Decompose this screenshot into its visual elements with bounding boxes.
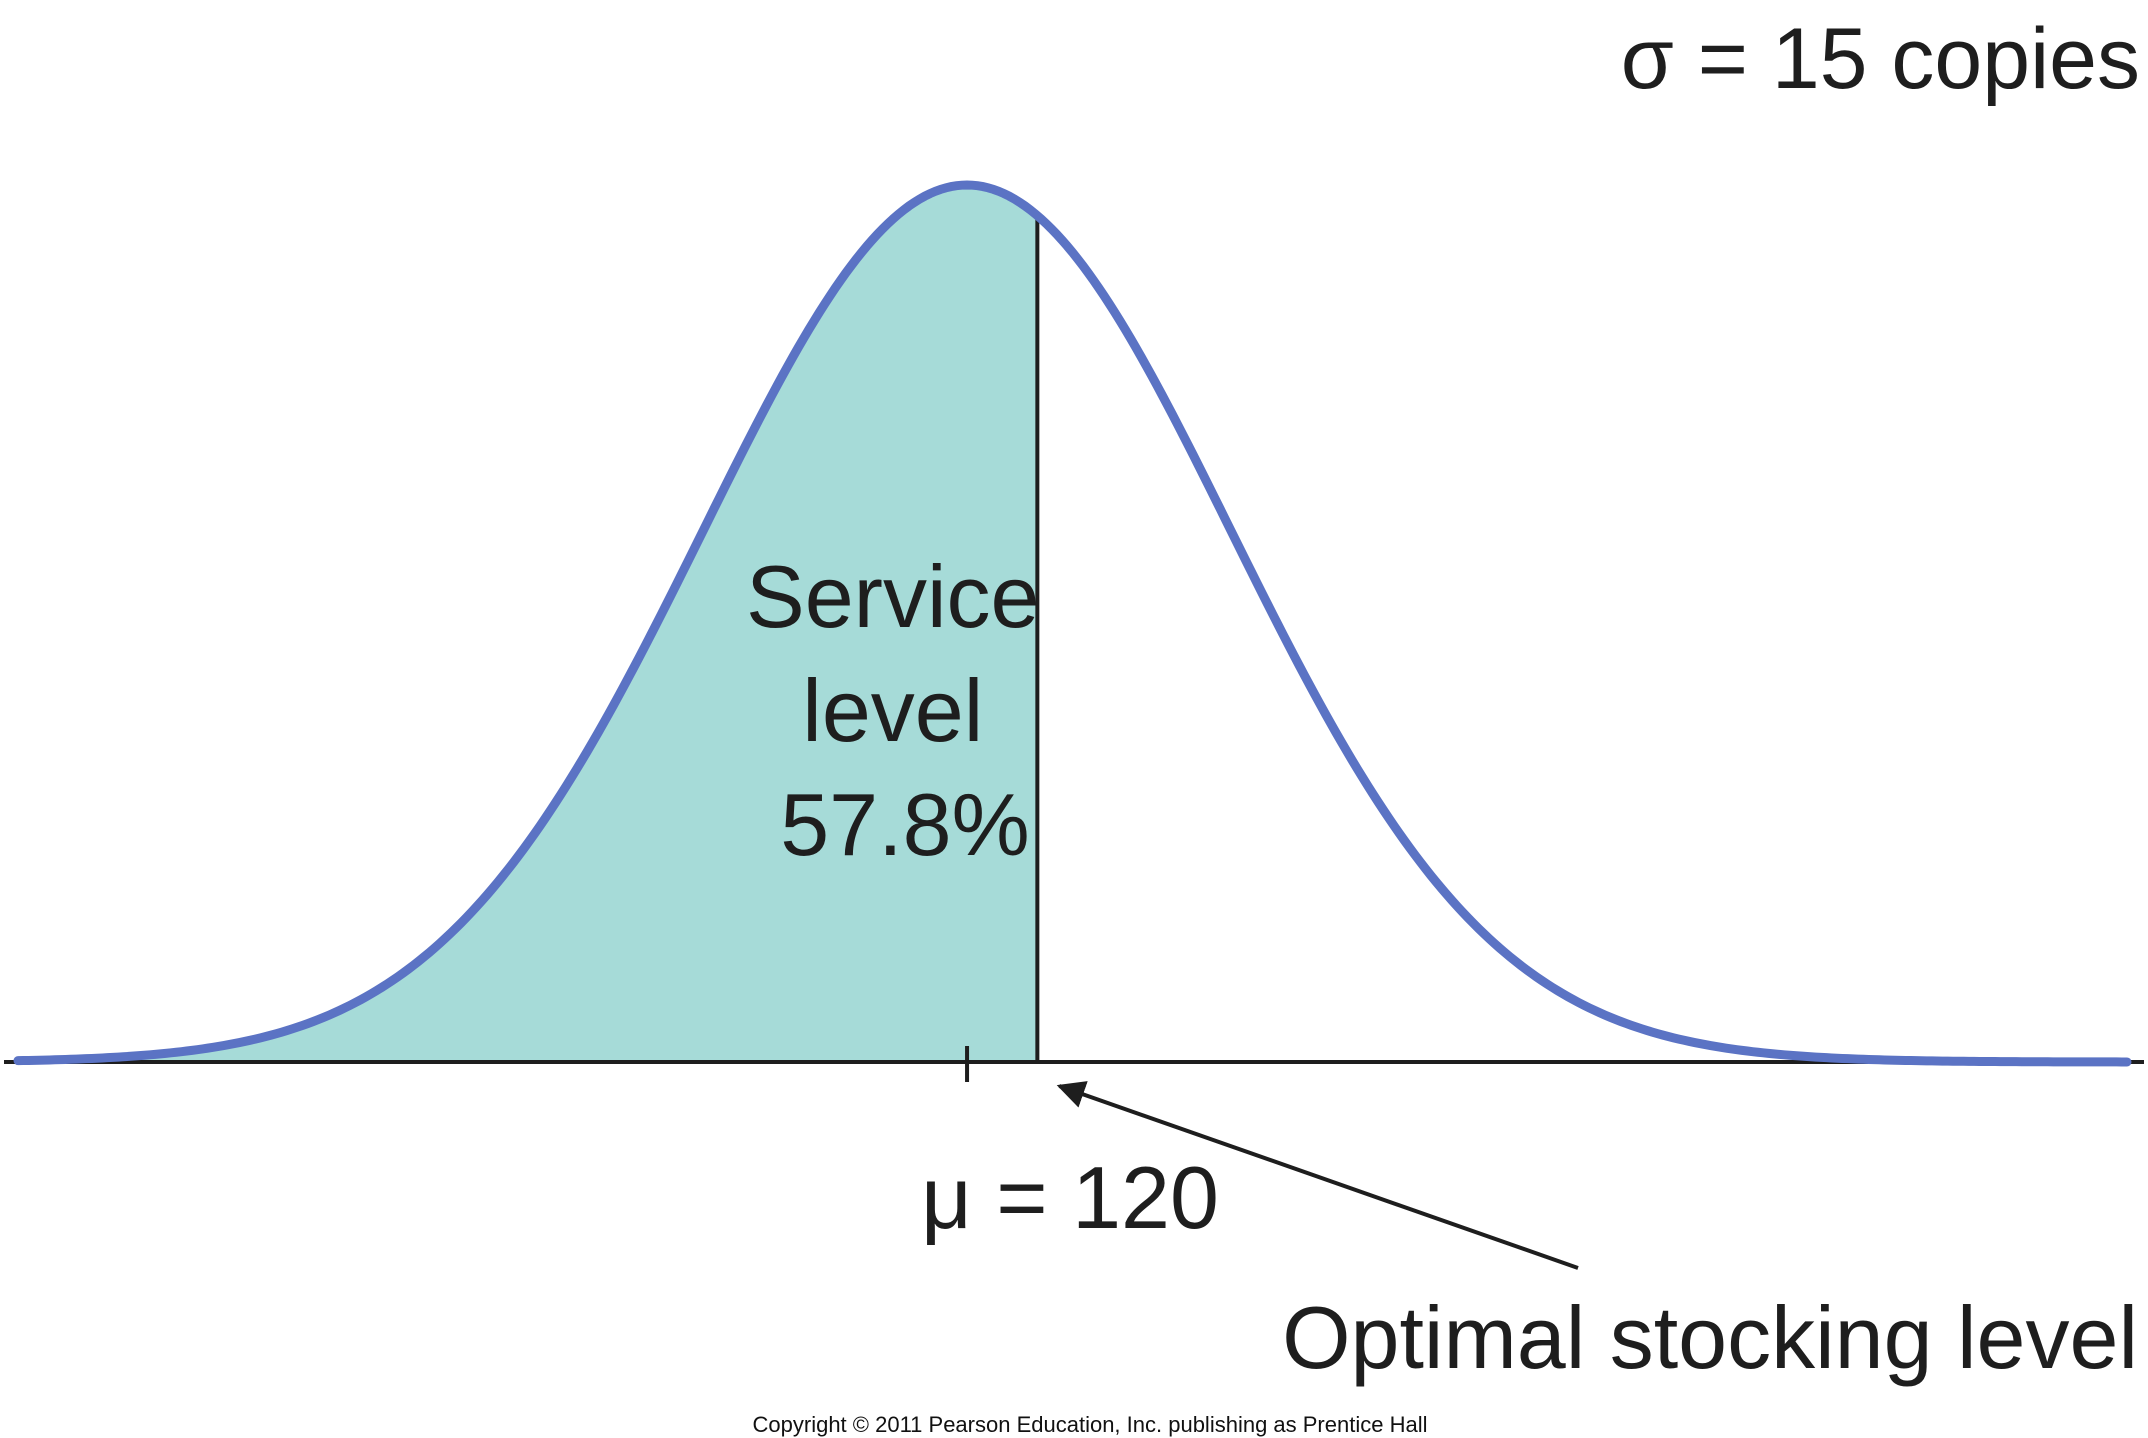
service-level-label-line-2: level: [802, 661, 983, 760]
service-level-value: 57.8%: [780, 775, 1030, 874]
normal-curve: [13, 180, 2132, 1067]
annotation-arrow: [1056, 1081, 1579, 1270]
mean-label: μ = 120: [921, 1148, 1219, 1247]
service-level-area: [18, 185, 1038, 1062]
optimal-stocking-level-label: Optimal stocking level: [1282, 1288, 2138, 1387]
service-level-label: Service level 57.8%: [746, 547, 1064, 874]
copyright-notice: Copyright © 2011 Pearson Education, Inc.…: [753, 1412, 1428, 1437]
sigma-label: σ = 15 copies: [1621, 11, 2140, 107]
service-level-label-line-1: Service: [746, 547, 1039, 646]
